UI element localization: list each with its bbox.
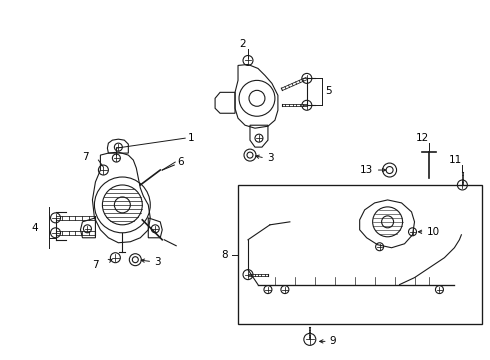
Text: 5: 5 (325, 86, 331, 96)
Text: 6: 6 (177, 157, 184, 167)
Text: 13: 13 (359, 165, 372, 175)
Text: 10: 10 (426, 227, 440, 237)
Text: 11: 11 (449, 155, 462, 165)
Text: 9: 9 (330, 336, 336, 346)
Text: 7: 7 (82, 152, 89, 162)
Text: 12: 12 (416, 133, 429, 143)
Text: 2: 2 (240, 39, 246, 49)
Text: 8: 8 (221, 250, 228, 260)
Bar (238, 185, 482, 324)
Text: 4: 4 (31, 223, 38, 233)
Text: 7: 7 (92, 260, 98, 270)
Text: 3: 3 (154, 257, 161, 267)
Text: 1: 1 (188, 133, 195, 143)
Text: 3: 3 (267, 153, 273, 163)
